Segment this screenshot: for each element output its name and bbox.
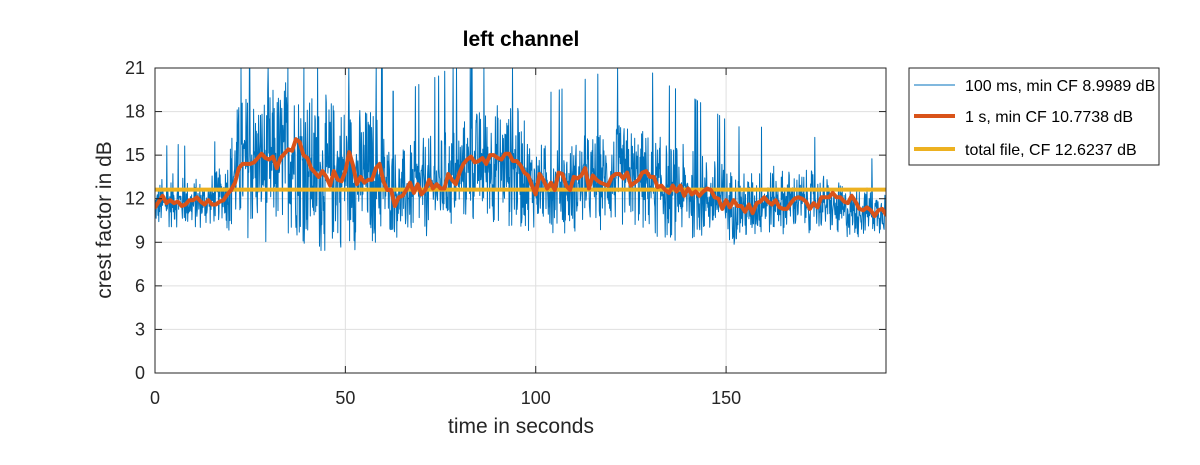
x-tick-label: 150 (711, 388, 741, 408)
y-tick-label: 6 (135, 276, 145, 296)
y-tick-label: 0 (135, 363, 145, 383)
y-tick-label: 15 (125, 145, 145, 165)
plot-area (155, 68, 886, 251)
y-ticks: 0 3 6 9 12 15 18 21 (125, 58, 886, 383)
x-axis-label: time in seconds (448, 415, 594, 438)
plot-frame (154, 67, 887, 374)
x-tick-label: 50 (335, 388, 355, 408)
legend-label-100ms: 100 ms, min CF 8.9989 dB (965, 78, 1155, 95)
y-tick-label: 9 (135, 232, 145, 252)
y-tick-label: 12 (125, 189, 145, 209)
y-axis-label: crest factor in dB (93, 141, 116, 299)
chart-title: left channel (463, 28, 580, 51)
legend-label-1s: 1 s, min CF 10.7738 dB (965, 109, 1133, 126)
legend: 100 ms, min CF 8.9989 dB 1 s, min CF 10.… (908, 67, 1160, 166)
y-tick-label: 3 (135, 319, 145, 339)
x-ticks: 0 50 100 150 (150, 68, 741, 408)
legend-label-total-file: total file, CF 12.6237 dB (965, 142, 1137, 159)
series-1s-line (155, 137, 886, 219)
x-tick-label: 0 (150, 388, 160, 408)
y-tick-label: 18 (125, 102, 145, 122)
x-tick-label: 100 (521, 388, 551, 408)
y-tick-label: 21 (125, 58, 145, 78)
